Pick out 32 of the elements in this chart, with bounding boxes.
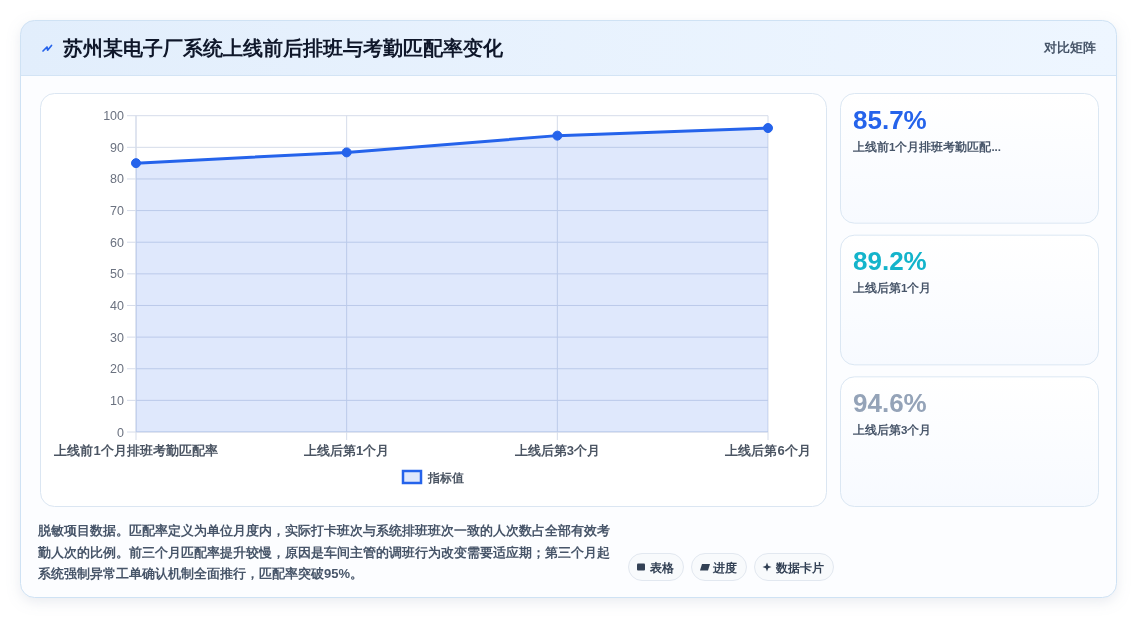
y-tick-label: 0	[117, 425, 125, 440]
y-tick-label: 60	[110, 235, 125, 250]
point	[131, 158, 141, 169]
point	[763, 123, 773, 134]
y-tick-label: 50	[110, 267, 125, 282]
point	[552, 130, 563, 141]
y-tick-label: 20	[110, 362, 125, 377]
text: 进度	[712, 560, 737, 575]
y-tick-label: 40	[110, 298, 125, 313]
y-tick-label: 80	[110, 172, 125, 187]
x-tick-label: 上线后第6个月	[724, 443, 811, 458]
text: 85.7%	[853, 104, 927, 135]
x-tick-label: 上线前1个月排班考勤匹配率	[53, 443, 218, 458]
y-tick-label: 70	[110, 204, 125, 219]
y-tick-label: 10	[110, 393, 125, 408]
y-tick-label: 90	[110, 140, 125, 155]
text: 表格	[649, 560, 675, 575]
text: 89.2%	[853, 246, 927, 277]
text: 对比矩阵	[1043, 40, 1096, 55]
chart-title: 苏州某电子厂系统上线前后排班与考勤匹配率变化	[62, 37, 504, 59]
legend-label: 指标值	[427, 470, 464, 485]
text: 数据卡片	[775, 560, 824, 575]
category-label: 上线前1个月排班考勤匹配...	[852, 139, 1001, 153]
x-tick-label: 上线后第1个月	[303, 443, 390, 458]
y-tick-label: 100	[103, 109, 125, 124]
point	[341, 147, 352, 158]
category-label: 上线后第3个月	[852, 422, 932, 436]
x-tick-label: 上线后第3个月	[513, 443, 600, 458]
text: 94.6%	[853, 387, 927, 418]
category-label: 上线后第1个月	[852, 281, 932, 295]
y-tick-label: 30	[110, 330, 125, 345]
text: 脱敏项目数据。匹配率定义为单位月度内，实际打卡班次与系统排班班次一致的人次数占全部有效考勤人次的比例。前三个月匹配率提升较慢，原因是车间主管的调班行为改变需要适应期；第三个月起系统强制异常工单确认机制全面推行，匹配率突破95%。	[37, 523, 610, 581]
